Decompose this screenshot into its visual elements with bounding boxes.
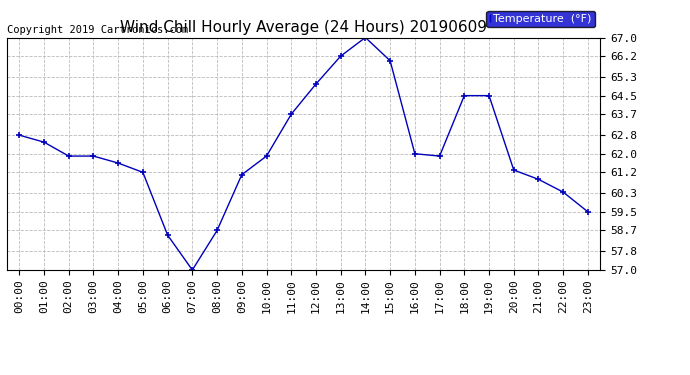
Text: Copyright 2019 Cartronics.com: Copyright 2019 Cartronics.com	[7, 25, 188, 35]
Legend: Temperature  (°F): Temperature (°F)	[486, 10, 595, 27]
Title: Wind Chill Hourly Average (24 Hours) 20190609: Wind Chill Hourly Average (24 Hours) 201…	[120, 20, 487, 35]
